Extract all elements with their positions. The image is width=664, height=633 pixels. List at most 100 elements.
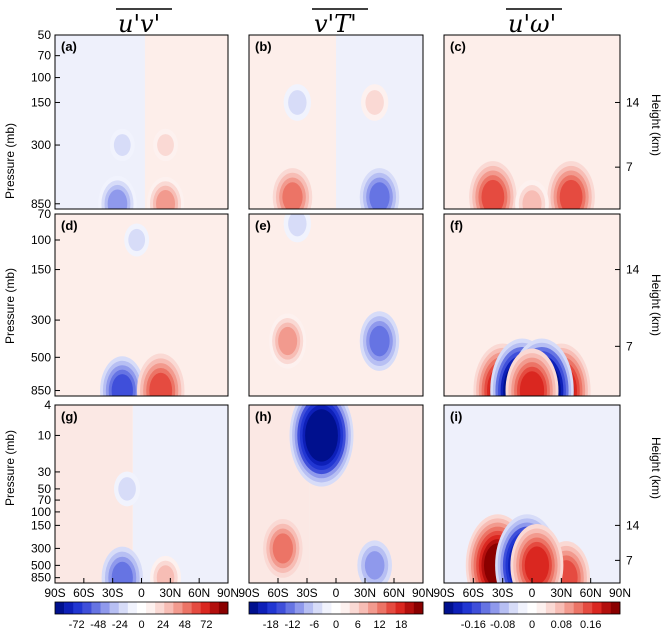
height-axis-label-row2: Height (km) [649, 274, 663, 336]
panel-b: (b) [248, 34, 424, 210]
colorbar-2-frame [248, 601, 424, 615]
colorbar-2-swatch [404, 602, 415, 614]
pressure-tick-label: 150 [31, 518, 51, 532]
panel-a-contour-0 [98, 175, 137, 209]
colorbar-2-swatch [386, 602, 396, 614]
panel-label-f: (f) [450, 218, 463, 233]
lat-tick-label: 60S [463, 586, 484, 600]
colorbar-3-swatch [444, 602, 454, 614]
colorbar-2-swatch [258, 602, 268, 614]
colorbar-2-swatch [340, 602, 351, 614]
panel-e-contour-2-level-1 [288, 214, 307, 237]
panel-c-frame [443, 34, 621, 210]
panel-e-contour-0-level-3 [278, 326, 298, 356]
colorbar-2-swatch [267, 602, 277, 614]
pressure-tick-label: 50 [38, 28, 52, 42]
colorbar-1-swatch [209, 602, 220, 614]
panel-a-contour-1-level-3 [156, 190, 176, 209]
panel-d-contour-2 [124, 223, 150, 257]
colorbar-2-swatch [368, 602, 378, 614]
height-axis-label-row1: Height (km) [649, 94, 663, 156]
panel-c-contour-2-level-2 [522, 190, 542, 209]
panel-a-contour-3-level-1 [157, 134, 174, 157]
panel-b-contour-1-level-3 [369, 182, 390, 209]
panel-h-contour-2-level-2 [364, 551, 385, 580]
lat-tick-label: 30S [296, 586, 317, 600]
panel-g-background-1 [132, 405, 228, 583]
colorbar-tick-label: 12 [373, 619, 385, 631]
panel-e: (e) [248, 213, 424, 397]
height-tick-label: 14 [626, 263, 640, 277]
panel-label-d: (d) [61, 218, 78, 233]
colorbar-3-swatch [536, 602, 547, 614]
panel-b-contour-1 [359, 168, 400, 209]
colorbar-3-swatch [490, 602, 500, 614]
colorbar-1-swatch [155, 602, 165, 614]
lat-tick-label: 0 [529, 586, 536, 600]
panel-label-e: (e) [255, 218, 271, 233]
colorbar-1-swatch [109, 602, 120, 614]
column-title-uw: u'ω' [506, 8, 562, 38]
pressure-tick-label: 500 [31, 350, 51, 364]
colorbar-tick-label: 48 [179, 619, 191, 631]
lat-tick-label: 90S [44, 586, 65, 600]
panel-a-contour-1 [146, 176, 185, 209]
lat-tick-label: 30S [492, 586, 513, 600]
panel-e-background-0 [249, 214, 423, 396]
lat-tick-label: 30N [354, 586, 376, 600]
colorbar-1-swatch [55, 602, 65, 614]
y-axis-label-row1: Pressure (mb) [3, 123, 17, 199]
colorbar-3-swatch [462, 602, 473, 614]
colorbar-2-swatch [358, 602, 369, 614]
panel-c-contour-0 [469, 161, 517, 209]
lat-tick-label: 90N [217, 586, 239, 600]
lat-tick-label: 60S [267, 586, 288, 600]
panel-a-contour-2-level-1 [113, 134, 131, 157]
y-axis-label-row3: Pressure (mb) [3, 430, 17, 506]
pressure-tick-label: 4 [44, 398, 51, 412]
panel-f-contour-4-level-5 [519, 371, 545, 396]
panel-h-contour-0-level-7 [307, 413, 336, 458]
panel-a-contour-0-level-3 [107, 189, 128, 209]
colorbar-3-swatch [610, 602, 621, 614]
panel-d: (d) [54, 213, 229, 397]
panel-g-contour-1 [150, 555, 182, 583]
colorbar-1-swatch [173, 602, 183, 614]
column-title-uv: u'v' [116, 8, 172, 38]
pressure-tick-label: 150 [31, 263, 51, 277]
colorbar-2-swatch [331, 602, 341, 614]
colorbar-1-swatch [164, 602, 174, 614]
panel-a-frame [54, 34, 229, 210]
panel-a-contour-3 [153, 128, 178, 162]
panel-e-frame [248, 213, 424, 397]
colorbar-1-swatch [73, 602, 83, 614]
colorbar-2-swatch [276, 602, 286, 614]
pressure-tick-label: 100 [31, 233, 51, 247]
panel-f-contour-4 [505, 348, 559, 396]
panel-i: (i) [443, 404, 621, 584]
panel-g-contour-0 [101, 546, 143, 583]
panel-i-contour-3 [510, 524, 564, 583]
lat-tick-label: 90S [433, 586, 454, 600]
colorbar-2-swatch [294, 602, 305, 614]
lat-tick-label: 90S [238, 586, 259, 600]
pressure-tick-label: 850 [31, 197, 51, 211]
panel-h-contour-2 [357, 540, 392, 583]
colorbar-tick-label: 18 [395, 619, 407, 631]
colorbar-tick-label: 72 [200, 619, 212, 631]
panel-c-contour-0-level-4 [481, 179, 505, 209]
panel-f: (f) [443, 213, 621, 397]
colorbar-tick-label: 6 [355, 619, 361, 631]
panel-h: (h) [248, 404, 424, 584]
colorbar-1-swatch [100, 602, 110, 614]
colorbar-2-swatch [413, 602, 424, 614]
panel-label-h: (h) [255, 409, 272, 424]
colorbar-1-swatch [118, 602, 129, 614]
colorbar-1-swatch [82, 602, 92, 614]
colorbar-3-swatch [481, 602, 491, 614]
colorbar-3-swatch [527, 602, 537, 614]
panel-label-b: (b) [255, 39, 272, 54]
pressure-tick-label: 70 [38, 207, 52, 221]
colorbar-1-swatch [64, 602, 74, 614]
